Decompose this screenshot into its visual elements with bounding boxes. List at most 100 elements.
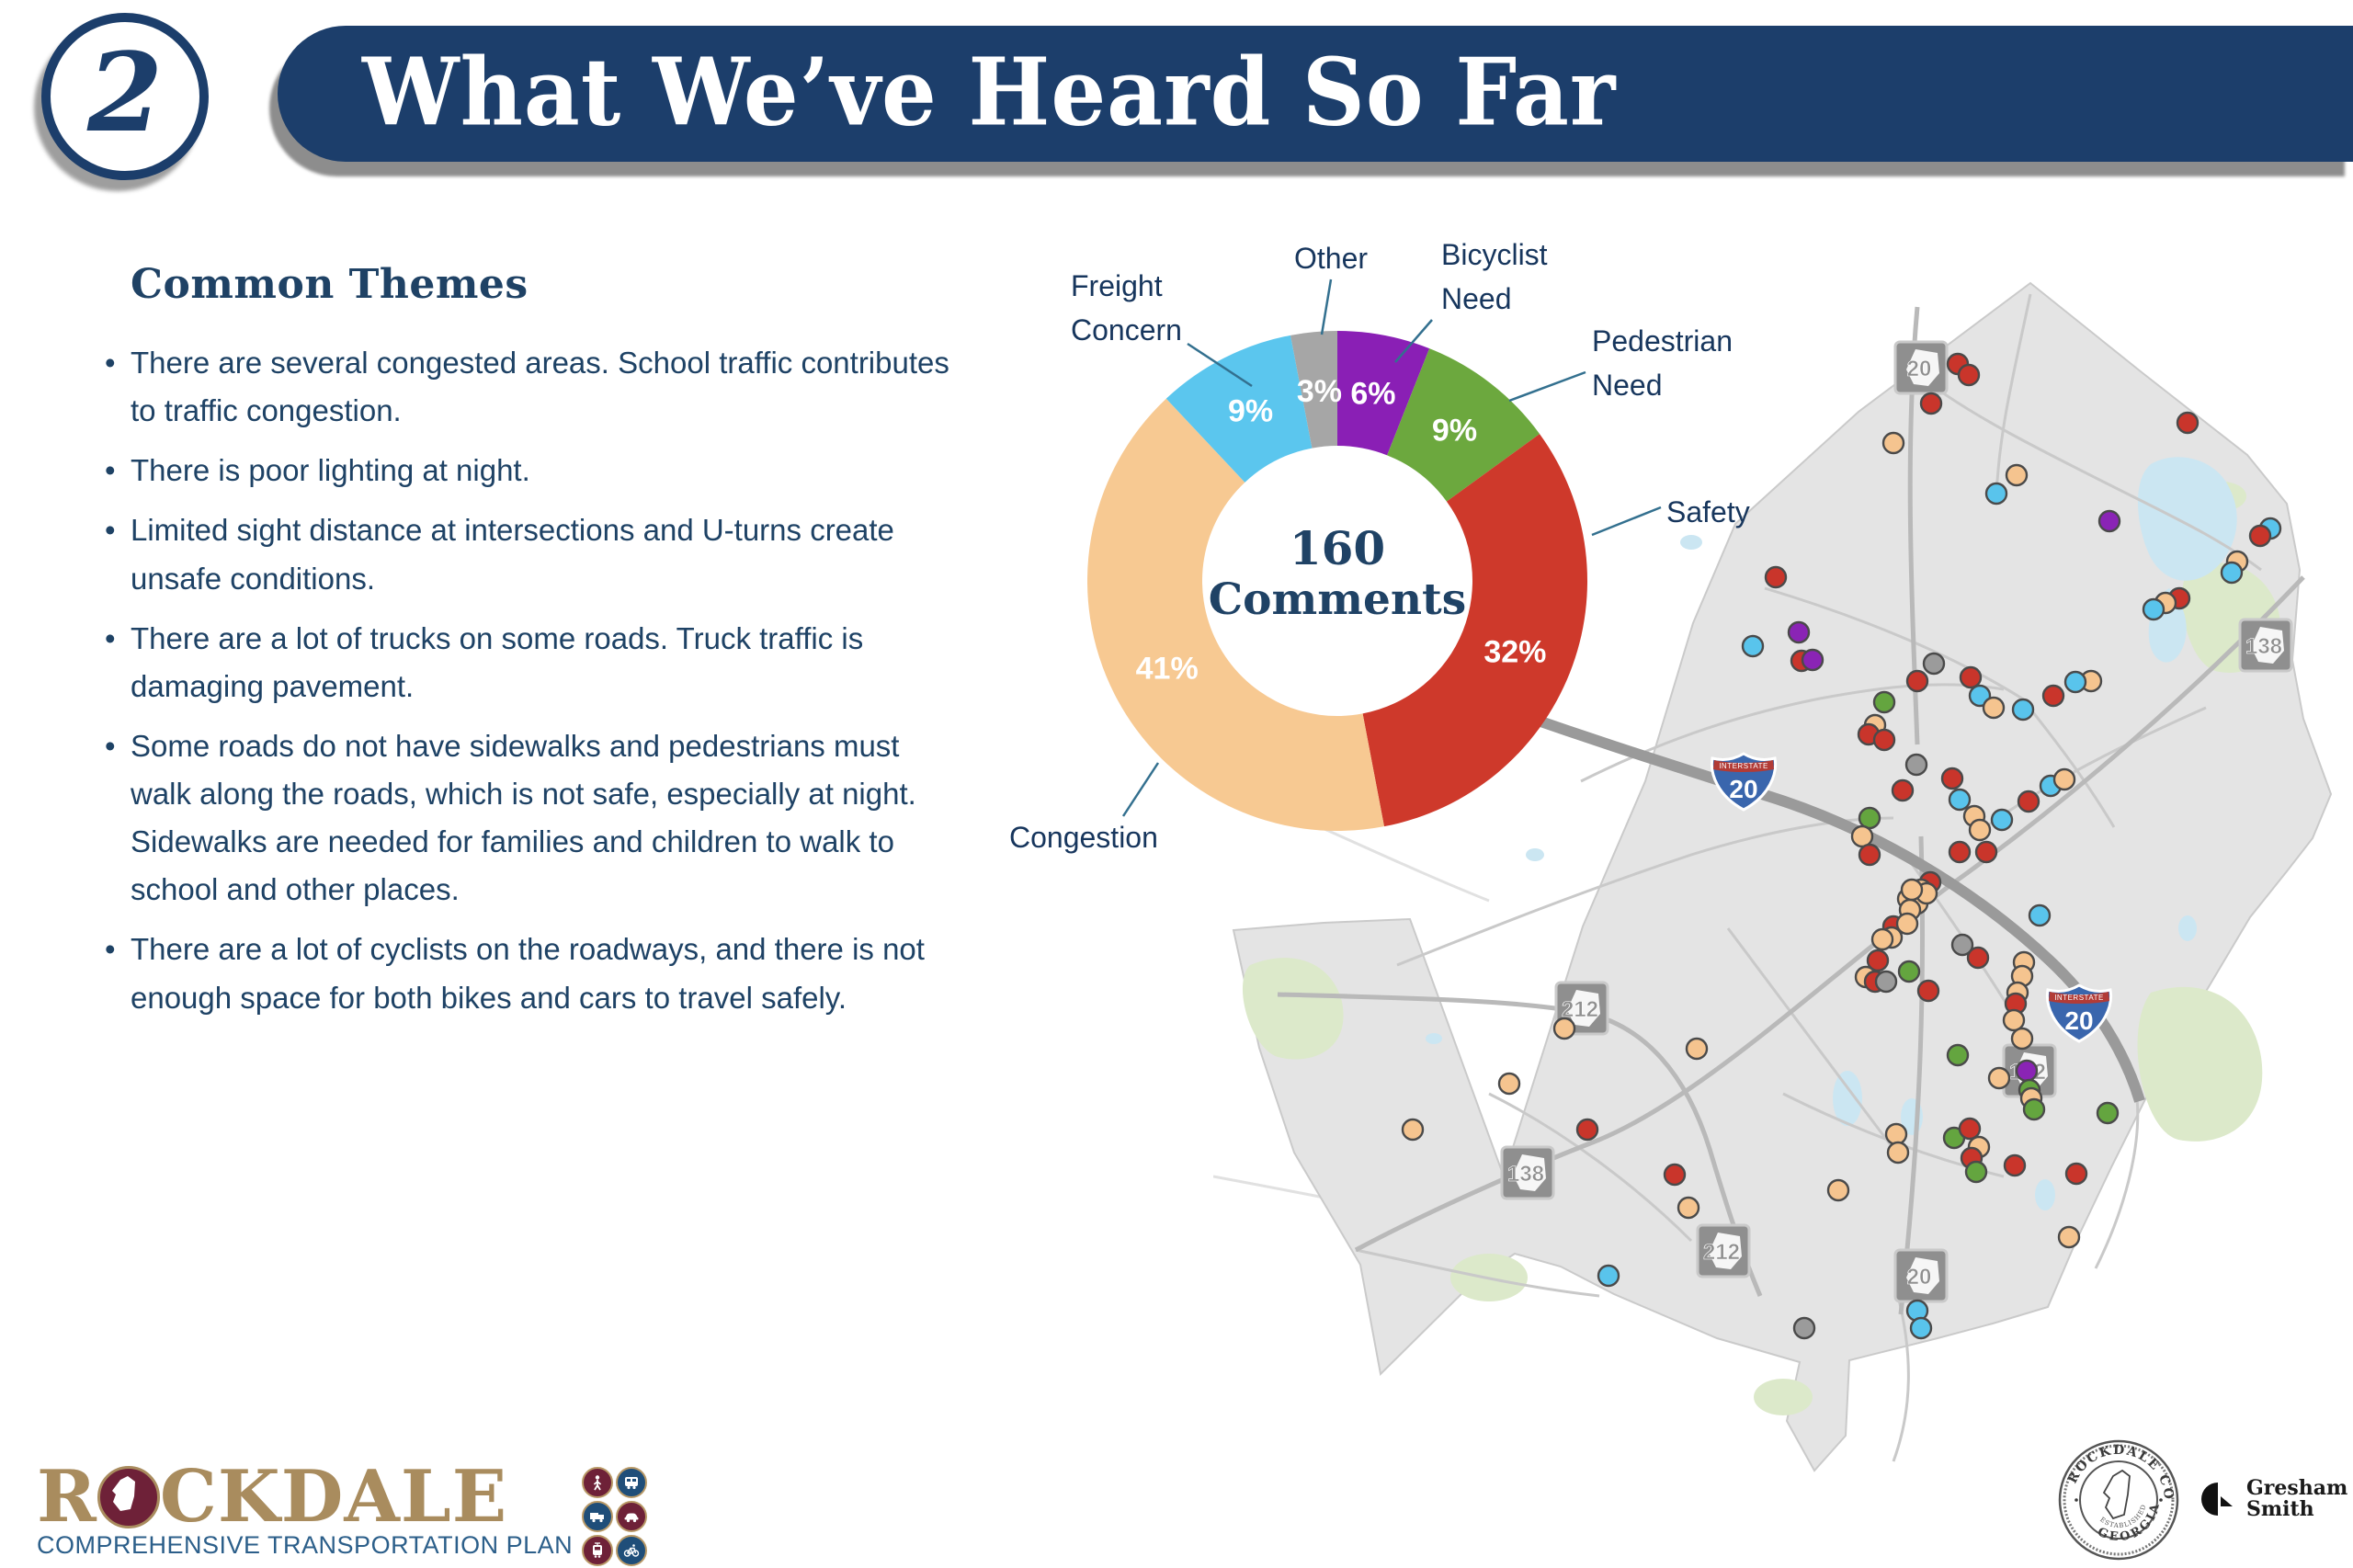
section-number-badge: 2 — [41, 13, 209, 180]
theme-bullet: There is poor lighting at night. — [103, 447, 967, 494]
comment-dot — [1946, 1043, 1970, 1067]
comment-dot — [2003, 1153, 2027, 1177]
seal-county-shape — [2102, 1469, 2131, 1520]
themes-heading: Common Themes — [131, 261, 529, 308]
donut-leader-line — [1508, 370, 1586, 403]
donut-segment-congestion — [1087, 398, 1384, 831]
comment-dot — [1787, 620, 1811, 644]
interstate-shield-20: INTERSTATE 20 — [1710, 752, 1778, 812]
comment-dot — [1575, 1118, 1599, 1142]
donut-callout-label: Safety — [1666, 495, 1750, 528]
comment-dot — [2064, 1162, 2088, 1186]
ga-route-shield-138: 138 — [2238, 618, 2293, 673]
donut-center-text: 160 — [1290, 521, 1385, 575]
theme-bullet: Some roads do not have sidewalks and ped… — [103, 722, 967, 915]
svg-text:20: 20 — [1907, 357, 1932, 381]
donut-callout-label: Concern — [1071, 313, 1182, 347]
comment-dot — [2010, 1027, 2034, 1051]
comment-dot — [1919, 392, 1943, 415]
ga-route-shield-212: 212 — [1696, 1223, 1751, 1278]
svg-text:INTERSTATE: INTERSTATE — [2054, 994, 2104, 1002]
donut-leader-line — [1320, 278, 1333, 335]
page-title-banner: What We’ve Heard So Far — [278, 26, 2353, 162]
comment-dot — [1764, 565, 1788, 589]
rockdale-county-seal: ROCKDALE COUNTY GEORGIA ESTABLISHED 1870 — [2056, 1437, 2179, 1561]
comment-dot — [1663, 1163, 1687, 1187]
donut-callout-label: Freight — [1071, 269, 1163, 302]
comment-dot — [2002, 1008, 2026, 1032]
donut-segment-safety — [1362, 434, 1587, 827]
donut-leader-line — [1187, 342, 1253, 388]
comment-dot — [1959, 665, 1983, 689]
rockdale-ctp-logo: R CKDALE COMPREHENSIVE TRANSPORTATION PLA… — [37, 1461, 648, 1566]
comment-dot — [1957, 363, 1981, 387]
svg-text:212: 212 — [1703, 1240, 1740, 1265]
comment-dot — [1401, 1118, 1425, 1142]
comment-dot — [1870, 927, 1894, 951]
gresham-line1: Gresham — [2246, 1476, 2348, 1500]
comment-dot — [1801, 648, 1824, 672]
ctp-subtitle: COMPREHENSIVE TRANSPORTATION PLAN — [37, 1531, 574, 1559]
comment-dot — [1792, 1316, 1816, 1340]
theme-bullet: There are a lot of trucks on some roads.… — [103, 615, 967, 710]
comment-dot — [1900, 878, 1924, 902]
comment-dot — [1974, 840, 1998, 864]
themes-list: There are several congested areas. Schoo… — [103, 339, 967, 1022]
comment-dot — [1895, 912, 1919, 936]
comment-dot — [1948, 840, 1972, 864]
gresham-line2: Smith — [2246, 1497, 2314, 1522]
donut-pct-label: 41% — [1136, 651, 1199, 686]
ga-route-shield-20: 20 — [1893, 1248, 1949, 1303]
comment-dot — [1850, 824, 1874, 848]
comment-dot — [1741, 634, 1765, 658]
comment-dot — [1891, 778, 1915, 802]
comment-dot — [2028, 903, 2052, 927]
donut-callout-label: Need — [1441, 282, 1512, 315]
gresham-smith-icon — [2201, 1483, 2233, 1517]
comment-dot — [1872, 728, 1896, 752]
donut-leader-line — [1591, 506, 1662, 537]
comment-dot — [1904, 753, 1928, 777]
comment-dot — [1958, 1117, 1982, 1141]
interstate-shield-20: INTERSTATE 20 — [2045, 983, 2113, 1043]
donut-segment-freight-concern — [1165, 335, 1313, 483]
comment-dot — [2220, 561, 2244, 585]
comment-dot — [2057, 1225, 2081, 1249]
common-themes-section: Common Themes There are several congeste… — [103, 261, 967, 1034]
theme-bullet: Limited sight distance at intersections … — [103, 506, 967, 602]
donut-segment-bicyclist-need — [1337, 331, 1430, 456]
truck-icon — [582, 1501, 614, 1532]
page-title: What We’ve Heard So Far — [362, 38, 1617, 148]
comment-dot — [1916, 979, 1940, 1003]
section-number: 2 — [86, 28, 164, 156]
comment-dot — [1866, 949, 1890, 972]
svg-text:INTERSTATE: INTERSTATE — [1719, 762, 1768, 770]
transport-mode-icons — [582, 1467, 648, 1566]
svg-text:20: 20 — [1907, 1265, 1932, 1290]
donut-callout-label: Need — [1592, 369, 1663, 402]
comment-dot — [2052, 767, 2076, 791]
comment-dot — [1950, 933, 1974, 957]
donut-pct-label: 9% — [1432, 414, 1477, 449]
comment-dot — [2096, 1101, 2120, 1125]
route-shields: 20138INTERSTATE20212INTERSTATE2016213821… — [1500, 340, 2293, 1303]
bus-icon — [616, 1467, 648, 1498]
svg-text:138: 138 — [1507, 1162, 1544, 1187]
comment-dot — [1497, 1072, 1521, 1096]
svg-text:138: 138 — [2245, 634, 2282, 659]
comment-dot — [2248, 524, 2272, 548]
comment-dot — [2015, 1059, 2039, 1083]
gresham-smith-logo: Gresham Smith — [2199, 1476, 2348, 1522]
donut-pct-label: 9% — [1228, 394, 1273, 429]
comment-dot — [1677, 1196, 1700, 1220]
comment-dot — [1966, 946, 1990, 970]
comment-dot — [2011, 698, 2035, 722]
comment-dot — [1905, 669, 1929, 693]
comment-dot — [1685, 1037, 1709, 1061]
comment-dot — [2176, 411, 2200, 435]
comment-dots — [1401, 352, 2282, 1340]
donut-callout-label: Pedestrian — [1592, 324, 1733, 358]
comment-dot — [1984, 482, 2008, 506]
donut-center-text: Comments — [1209, 574, 1466, 625]
